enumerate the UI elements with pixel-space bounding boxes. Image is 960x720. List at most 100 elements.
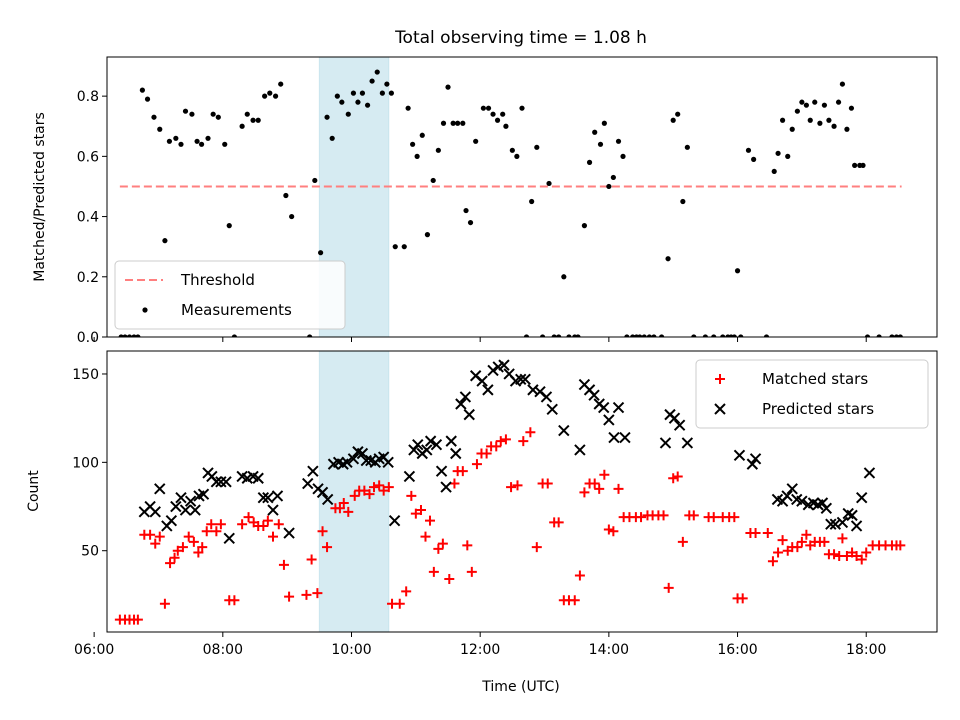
matched-stars-point [312,588,323,599]
measurement-point [670,117,676,123]
legend-measurement-swatch [142,307,148,313]
matched-stars-point [317,526,328,537]
predicted-stars-point [271,490,284,502]
measurement-point [675,111,681,117]
matched-stars-point [688,510,699,521]
matched-stars-point [796,536,807,547]
measurement-point [364,102,371,108]
predicted-stars-point [179,504,192,516]
measurement-point [392,244,398,250]
measurement-point [620,153,626,159]
matched-stars-point [512,480,523,491]
matched-stars-point [594,483,605,494]
predicted-stars-point [408,444,420,456]
predicted-stars-point [220,476,232,488]
measurement-point [601,120,607,126]
matched-stars-point [525,427,536,438]
matched-stars-point [677,536,688,547]
matched-stars-point [258,520,269,531]
count-ytick-label: 50 [81,544,99,560]
predicted-stars-point [302,477,314,490]
measurement-point [430,177,436,184]
measurement-point [239,123,245,129]
matched-stars-point [767,556,778,567]
matched-stars-point [415,505,426,516]
measurement-point [839,81,846,87]
measurement-point [122,334,128,337]
measurement-point [467,219,474,226]
predicted-stars-point [863,467,876,479]
matched-stars-point [574,570,585,581]
measurement-point [222,141,228,147]
measurement-point [826,117,832,123]
matched-stars-point [762,528,773,539]
matched-stars-point [154,531,165,542]
measurement-point [897,334,903,337]
measurement-point [388,90,394,96]
ratio-panel: 0.00.20.40.60.8 Matched/Predicted stars … [32,56,938,346]
measurement-point [817,120,823,126]
matched-stars-point [424,515,435,526]
matched-stars-point [841,551,852,562]
predicted-stars-point [527,384,539,396]
measurement-point [318,250,324,256]
matched-stars-point [579,487,590,498]
ratio-legend-box [114,260,346,330]
measurement-point [135,334,141,337]
measurement-point [463,207,469,214]
matched-stars-point [777,535,788,546]
matched-stars-point [378,485,389,496]
measurement-point [267,90,273,96]
predicted-stars-point [341,456,353,469]
measurement-point [144,96,151,102]
matched-stars-point [737,593,748,604]
measurement-point [889,334,895,337]
count-legend: Matched stars Predicted stars [695,359,929,429]
measurement-point [551,334,557,337]
matched-stars-point [177,542,188,553]
matched-stars-point [589,478,600,489]
predicted-stars-point [215,476,227,488]
matched-stars-point [471,459,482,470]
measurement-point [860,162,866,168]
measurement-point [494,117,501,123]
predicted-stars-point [412,438,424,451]
measurement-point [852,162,858,168]
measurement-point [198,141,205,147]
count-xtick-label: 18:00 [846,642,886,658]
measurement-point [799,99,805,105]
predicted-stars-point [262,491,274,504]
matched-stars-point [895,540,906,551]
count-legend-label: Matched stars [762,370,868,388]
measurement-point [641,334,647,337]
predicted-stars-point [498,359,510,371]
count-axis-ticks: 50 100 150 06:00 08:00 10:00 12:00 14:00 16:00 18… [72,367,886,658]
predicted-stars-point [668,412,681,424]
matched-stars-point [663,582,674,593]
matched-stars-point [466,566,477,577]
measurement-point [162,238,168,244]
predicted-stars-point [603,414,615,426]
matched-stars-point [437,538,448,549]
matched-stars-point [433,543,444,554]
predicted-stars-point [574,444,586,456]
measurement-point [794,108,800,114]
matched-stars-point [394,598,405,609]
matched-stars-point [500,434,511,445]
predicted-stars-point [154,483,166,495]
measurement-point [835,99,842,105]
predicted-stars-point [321,493,334,506]
measurement-point [519,105,525,111]
measurement-point [226,223,232,229]
predicted-stars-point [482,384,494,396]
measurement-point [745,147,752,153]
measurement-point [182,108,189,114]
ratio-ytick-label: 0.4 [77,210,99,226]
predicted-stars-point [749,453,762,465]
measurement-point [324,114,330,120]
measurement-point [355,99,361,105]
matched-stars-point [197,542,208,553]
measurement-point [445,84,451,90]
figure-title: Total observing time = 1.08 h [394,28,647,48]
predicted-stars-point [170,500,182,513]
